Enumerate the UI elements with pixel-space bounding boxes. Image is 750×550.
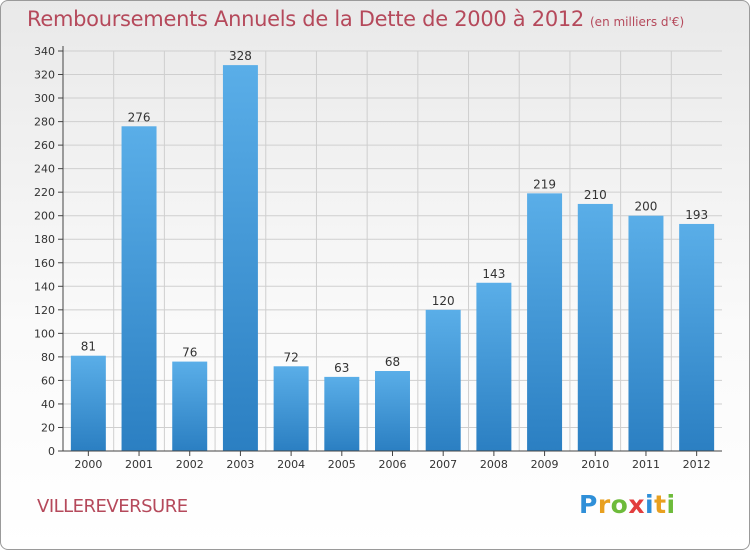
x-tick-label: 2011 — [632, 458, 660, 471]
bar-2008 — [476, 282, 512, 451]
y-tick-label: 40 — [41, 398, 55, 411]
data-label-2005: 63 — [334, 361, 349, 375]
bar-2007 — [425, 309, 461, 451]
bar-2009 — [527, 193, 563, 451]
data-label-2012: 193 — [685, 208, 708, 222]
logo-letter: r — [597, 490, 611, 519]
y-tick-label: 200 — [34, 210, 55, 223]
data-label-2003: 328 — [229, 49, 252, 63]
logo-letter: o — [610, 490, 629, 519]
y-tick-label: 280 — [34, 116, 55, 129]
x-tick-label: 2009 — [531, 458, 559, 471]
x-tick-label: 2000 — [74, 458, 102, 471]
bar-2001 — [121, 126, 157, 451]
bar-2003 — [222, 65, 258, 451]
data-label-2002: 76 — [182, 346, 197, 360]
chart-title: Remboursements Annuels de la Dette de 20… — [27, 7, 684, 31]
bar-2000 — [70, 355, 106, 451]
data-label-2006: 68 — [385, 355, 400, 369]
x-tick-label: 2010 — [581, 458, 609, 471]
y-tick-label: 60 — [41, 374, 55, 387]
bar-2005 — [324, 376, 360, 451]
logo-letter: i — [645, 490, 655, 519]
x-tick-label: 2006 — [379, 458, 407, 471]
data-label-2000: 81 — [81, 340, 96, 354]
data-label-2010: 210 — [584, 188, 607, 202]
bar-2011 — [628, 215, 664, 451]
y-tick-label: 80 — [41, 351, 55, 364]
x-tick-label: 2001 — [125, 458, 153, 471]
commune-name: VILLEREVERSURE — [37, 496, 188, 517]
x-tick-label: 2008 — [480, 458, 508, 471]
bar-2010 — [577, 203, 613, 451]
x-tick-label: 2012 — [683, 458, 711, 471]
data-label-2007: 120 — [432, 294, 455, 308]
bar-2012 — [679, 223, 715, 451]
y-tick-label: 20 — [41, 421, 55, 434]
data-label-2001: 276 — [128, 110, 151, 124]
axes: 0 20 40 60 80 100 120 140 160 180 200 220 240 260 280 3… — [34, 45, 722, 471]
data-label-2008: 143 — [482, 267, 505, 281]
data-labels: 81 276 76 328 72 63 68 120 143 219 210 200 193 — [81, 49, 708, 375]
y-tick-label: 340 — [34, 45, 55, 58]
x-tick-label: 2005 — [328, 458, 356, 471]
bar-2002 — [172, 361, 208, 451]
y-tick-label: 0 — [48, 445, 55, 458]
chart-title-text: Remboursements Annuels de la Dette de 20… — [27, 7, 584, 31]
y-tick-label: 100 — [34, 327, 55, 340]
logo-letter: t — [654, 490, 667, 519]
chart-subtitle: (en milliers d'€) — [590, 15, 685, 29]
y-tick-label: 320 — [34, 69, 55, 82]
y-tick-label: 260 — [34, 139, 55, 152]
y-tick-label: 300 — [34, 92, 55, 105]
y-tick-label: 120 — [34, 304, 55, 317]
y-tick-label: 160 — [34, 257, 55, 270]
y-tick-label: 240 — [34, 163, 55, 176]
data-label-2009: 219 — [533, 177, 556, 191]
data-label-2004: 72 — [283, 350, 298, 364]
bars — [70, 65, 715, 451]
bar-2004 — [273, 366, 309, 451]
data-label-2011: 200 — [635, 200, 658, 214]
y-tick-label: 180 — [34, 233, 55, 246]
bar-2006 — [375, 371, 410, 451]
logo-letter: P — [579, 490, 598, 519]
x-tick-label: 2003 — [226, 458, 254, 471]
logo-letter: x — [628, 490, 645, 519]
y-tick-label: 220 — [34, 186, 55, 199]
x-tick-label: 2007 — [429, 458, 457, 471]
logo-letter: i — [666, 490, 676, 519]
proxiti-logo[interactable]: Proxiti — [579, 490, 676, 519]
y-tick-label: 140 — [34, 280, 55, 293]
x-tick-label: 2004 — [277, 458, 305, 471]
x-tick-label: 2002 — [176, 458, 204, 471]
